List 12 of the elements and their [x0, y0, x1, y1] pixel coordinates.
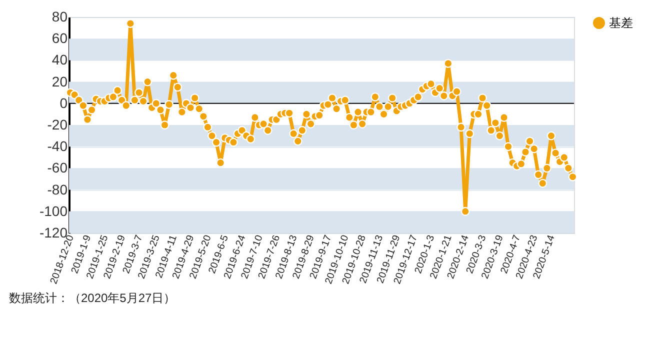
y-tick-label: -20	[47, 116, 68, 132]
legend-label: 基差	[609, 16, 633, 30]
y-tick-label: 20	[52, 73, 68, 90]
y-tick-label: -80	[47, 181, 68, 198]
y-tick-label: -40	[47, 138, 68, 154]
y-tick-label: 40	[52, 52, 68, 68]
text: 数据统计：（2020年5月27日）	[8, 290, 176, 305]
y-tick-label: 60	[52, 30, 68, 46]
y-tick-label: -100	[39, 202, 68, 219]
y-tick-label: 0	[60, 94, 68, 111]
y-tick-label: -60	[47, 160, 68, 176]
y-tick-label: 80	[52, 8, 68, 24]
